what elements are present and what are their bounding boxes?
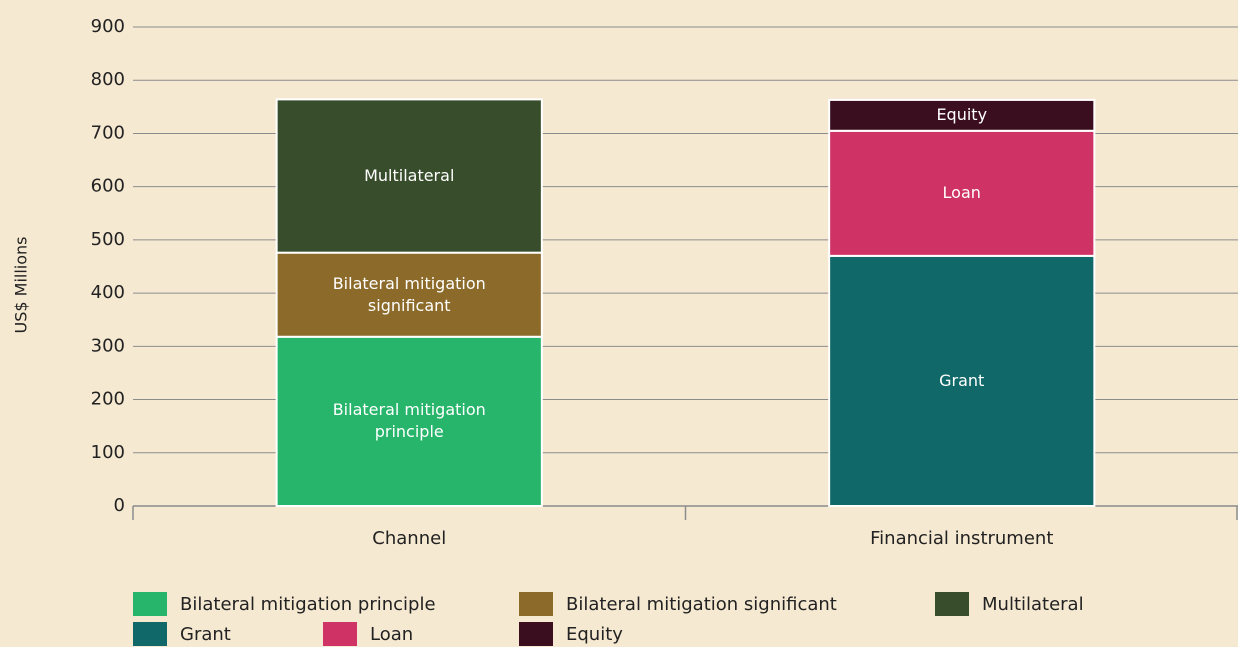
segment-label: Bilateral mitigation principle [332,400,486,442]
bar-segment [828,254,1096,507]
y-tick-label: 500 [91,229,125,250]
legend-swatch [935,592,969,616]
legend-label: Bilateral mitigation principle [180,594,436,615]
legend-label: Multilateral [982,594,1084,615]
bar-segment [828,129,1096,257]
y-tick-label: 300 [91,335,125,356]
y-tick-label: 0 [114,495,125,516]
legend-label: Loan [370,624,413,645]
x-tick-label: Channel [372,528,446,549]
y-tick-label: 800 [91,69,125,90]
y-tick-label: 200 [91,389,125,410]
segment-label: Equity [936,105,988,125]
y-tick-label: 700 [91,122,125,143]
legend-swatch [133,592,167,616]
legend-label: Equity [566,624,623,645]
legend-label: Grant [180,624,231,645]
segment-label: Bilateral mitigation significant [332,273,486,315]
legend-label: Bilateral mitigation significant [566,594,837,615]
legend-swatch [323,622,357,646]
segment-label: Multilateral [364,166,455,185]
y-tick-label: 600 [91,176,125,197]
bar-segment [828,98,1096,132]
legend-swatch [133,622,167,646]
y-tick-label: 100 [91,442,125,463]
y-tick-label: 900 [91,16,125,37]
segment-label: Loan [942,183,981,203]
segment-label: Grant [939,370,985,390]
legend-swatch [519,622,553,646]
y-tick-label: 400 [91,282,125,303]
bar-segment [275,98,543,254]
legend-swatch [519,592,553,616]
y-axis-title: US$ Millions [12,237,31,334]
x-tick-label: Financial instrument [870,528,1053,549]
